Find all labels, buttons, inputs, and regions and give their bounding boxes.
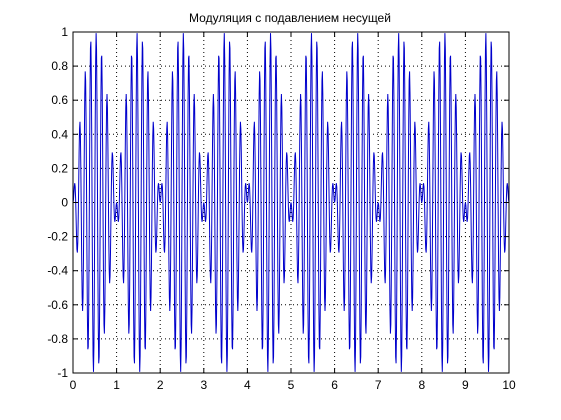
y-tick-label: -0.4 (47, 264, 68, 278)
x-tick-label: 5 (288, 378, 295, 392)
x-tick-label: 7 (375, 378, 382, 392)
y-tick-label: 1 (61, 25, 68, 39)
y-tick-label: -1 (57, 366, 68, 380)
x-axis-ticks: 0 1 2 3 4 5 6 7 8 9 10 (70, 32, 516, 392)
x-tick-label: 10 (502, 378, 516, 392)
x-tick-label: 8 (418, 378, 425, 392)
x-tick-label: 6 (331, 378, 338, 392)
x-tick-label: 3 (200, 378, 207, 392)
y-tick-label: 0.4 (51, 127, 68, 141)
series-layer (72, 33, 510, 372)
x-tick-label: 4 (244, 378, 251, 392)
chart-title: Модуляция с подавлением несущей (189, 11, 391, 25)
x-tick-label: 9 (462, 378, 469, 392)
x-tick-label: 1 (113, 378, 120, 392)
x-tick-label: 0 (70, 378, 77, 392)
y-tick-label: 0.6 (51, 93, 68, 107)
y-tick-label: -0.8 (47, 332, 68, 346)
signal-line (72, 33, 510, 372)
x-tick-label: 2 (157, 378, 164, 392)
y-tick-label: -0.6 (47, 298, 68, 312)
y-tick-label: -0.2 (47, 230, 68, 244)
y-axis-ticks: 1 0.8 0.6 0.4 0.2 0 -0.2 -0.4 -0.6 -0.8 -1 (47, 25, 509, 380)
y-tick-label: 0.8 (51, 59, 68, 73)
y-tick-label: 0 (61, 196, 68, 210)
y-tick-label: 0.2 (51, 161, 68, 175)
